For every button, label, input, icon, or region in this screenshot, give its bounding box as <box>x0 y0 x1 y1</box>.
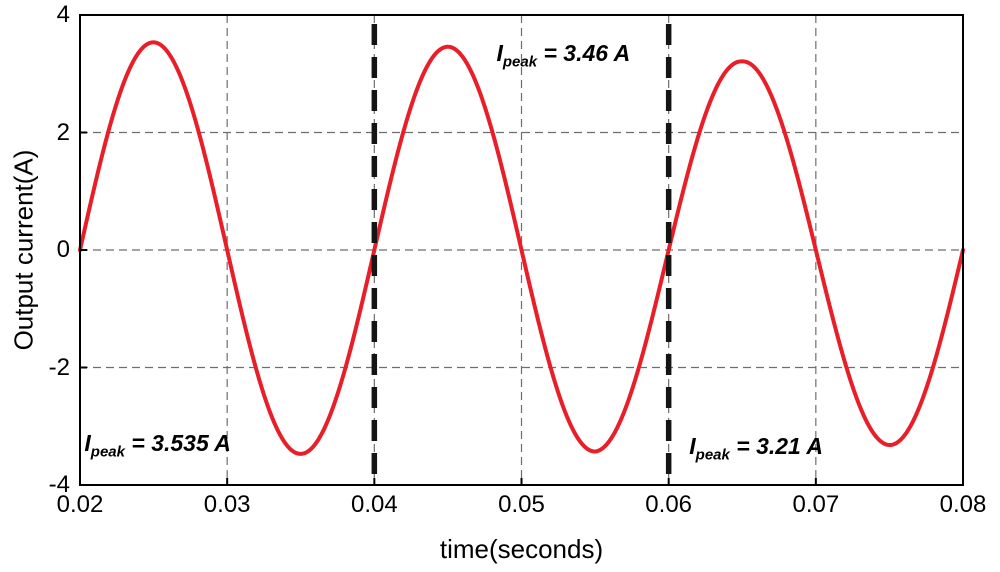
x-tick-label: 0.05 <box>498 491 545 518</box>
x-tick-label: 0.03 <box>203 491 251 518</box>
peak-value: = 3.535 A <box>125 430 231 457</box>
peak-value: = 3.21 A <box>729 433 823 460</box>
peak-subscript: peak <box>90 443 125 461</box>
peak-symbol: I <box>689 433 696 460</box>
x-tick-label: 0.04 <box>350 491 398 518</box>
y-tick-label: 4 <box>56 1 70 28</box>
x-tick-label: 0.06 <box>645 491 693 518</box>
x-tick-label: 0.08 <box>939 491 987 518</box>
y-tick-label: -4 <box>48 471 70 498</box>
peak-subscript: peak <box>502 53 538 71</box>
x-tick-label: 0.07 <box>792 491 840 518</box>
peak-subscript: peak <box>695 446 730 464</box>
peak-annotation: Ipeak = 3.21 A <box>689 433 823 464</box>
peak-value: = 3.46 A <box>537 40 631 67</box>
x-tick-label: 0.02 <box>56 491 104 518</box>
peak-annotation: Ipeak = 3.46 A <box>496 40 630 71</box>
peak-symbol: I <box>84 430 91 457</box>
peak-annotation: Ipeak = 3.535 A <box>84 430 231 461</box>
peak-symbol: I <box>496 40 503 67</box>
y-tick-label: 2 <box>56 118 70 146</box>
y-tick-label: -2 <box>48 353 70 381</box>
y-tick-label: 0 <box>56 236 70 263</box>
waveform-path <box>78 40 965 456</box>
x-axis-label: time(seconds) <box>439 534 604 564</box>
